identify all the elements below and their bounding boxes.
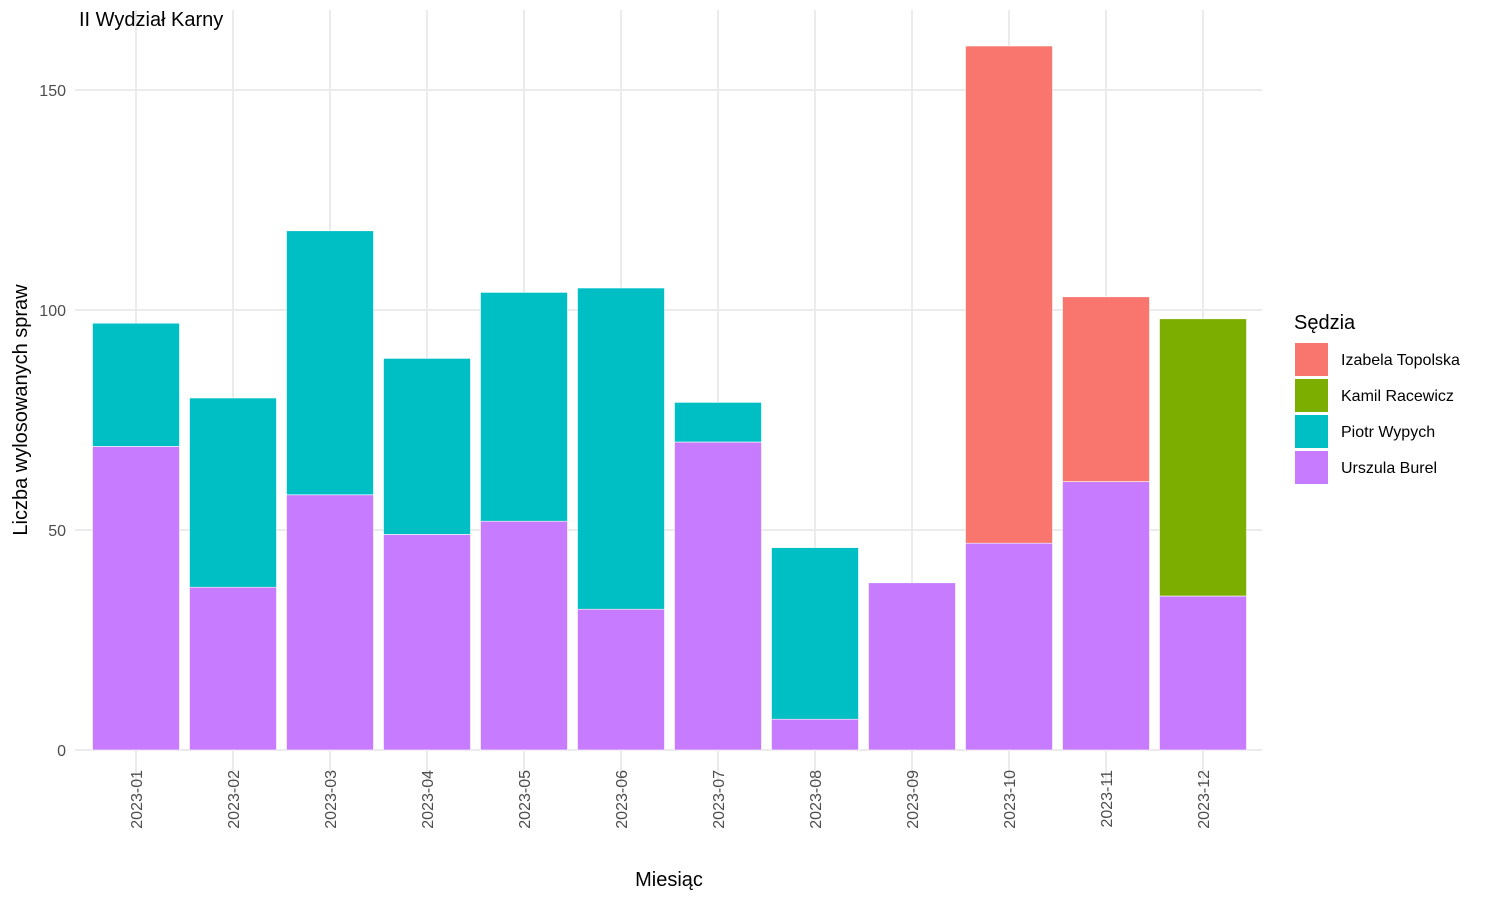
y-tick-label: 0 [57, 743, 66, 760]
bar-segment [577, 287, 665, 610]
bar-segment [189, 397, 277, 588]
x-tick-label: 2023-11 [1099, 770, 1116, 828]
bar-segment [383, 534, 471, 751]
bar-segment [868, 582, 956, 751]
bar-segment [674, 402, 762, 443]
chart-title: II Wydział Karny [79, 9, 223, 31]
bar-segment [480, 292, 568, 522]
legend-label: Urszula Burel [1341, 460, 1437, 477]
x-tick-label: 2023-08 [808, 770, 825, 829]
bar-segment [771, 718, 859, 751]
x-tick-label: 2023-04 [420, 770, 437, 829]
x-tick-label: 2023-09 [905, 770, 922, 829]
bar-segment [674, 441, 762, 751]
legend-label: Kamil Racewicz [1341, 388, 1454, 405]
bar-segment [480, 520, 568, 751]
legend-label: Izabela Topolska [1341, 352, 1460, 369]
bar-segment [286, 230, 374, 496]
x-tick-label: 2023-03 [323, 770, 340, 829]
x-axis-title: Miesiąc [635, 869, 703, 891]
legend-swatch [1295, 451, 1328, 484]
y-tick-label: 50 [48, 523, 66, 540]
bar-segment [286, 494, 374, 751]
bar-segment [771, 547, 859, 720]
bar-segment [965, 542, 1053, 751]
bar-segment [1159, 595, 1247, 751]
bar-segment [577, 608, 665, 751]
x-tick-label: 2023-05 [517, 770, 534, 829]
y-axis-title: Liczba wylosowanych spraw [10, 284, 32, 536]
x-tick-label: 2023-06 [614, 770, 631, 829]
x-axis-ticks: 2023-01 2023-02 2023-03 2023-04 2023-05 2023-… [129, 770, 1213, 829]
bar-segment [189, 586, 277, 751]
x-tick-label: 2023-10 [1002, 770, 1019, 829]
legend-label: Piotr Wypych [1341, 424, 1435, 441]
x-tick-label: 2023-01 [129, 770, 146, 829]
bar-segment [92, 322, 180, 447]
bar-segment [92, 446, 180, 751]
y-axis-ticks: 0 50 100 150 [39, 83, 66, 760]
y-tick-label: 150 [39, 83, 66, 100]
bar-segment [1159, 318, 1247, 597]
x-tick-label: 2023-07 [711, 770, 728, 829]
bar-segment [1062, 481, 1150, 751]
legend-swatch [1295, 379, 1328, 412]
x-tick-label: 2023-02 [226, 770, 243, 829]
bar-segment [383, 358, 471, 535]
x-tick-label: 2023-12 [1196, 770, 1213, 829]
bar-segment [965, 45, 1053, 544]
bar-segment [1062, 296, 1150, 482]
legend: Sędzia Izabela Topolska Kamil Racewicz Pio… [1294, 312, 1460, 484]
legend-title: Sędzia [1294, 312, 1356, 334]
y-tick-label: 100 [39, 303, 66, 320]
legend-swatch [1295, 343, 1328, 376]
legend-swatch [1295, 415, 1328, 448]
bars [92, 45, 1247, 751]
legend-items: Izabela Topolska Kamil Racewicz Piotr Wypy… [1295, 343, 1460, 484]
